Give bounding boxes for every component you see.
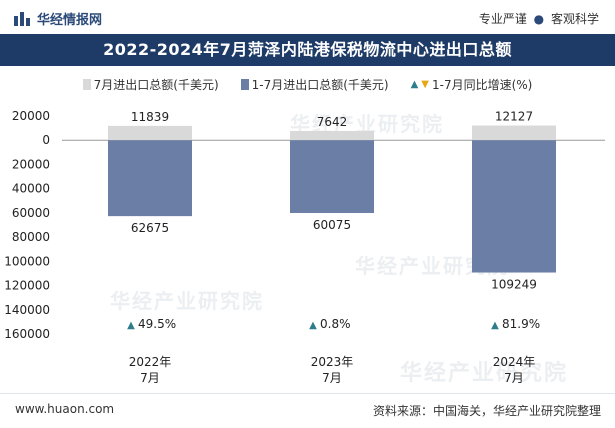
legend-label-growth: 1-7月同比增速(%) [432,77,533,92]
bar-july [290,130,374,141]
triangle-down-icon: ▼ [421,78,429,90]
data-label-cumulative: 109249 [491,278,537,292]
legend: 7月进出口总额(千美元) 1-7月进出口总额(千美元) ▲ ▼ 1-7月同比增速… [0,74,615,94]
slogan: 专业严谨 ● 客观科学 [479,10,599,27]
bar-july [472,125,556,141]
bar-cumulative [290,140,374,213]
data-label-growth: 49.5% [138,317,176,331]
legend-label-cumulative: 1-7月进出口总额(千美元) [251,77,389,92]
bar-cumulative [108,140,192,217]
footer-source: 资料来源：中国海关，华经产业研究院整理 [372,404,601,418]
slogan-left: 专业严谨 [478,12,527,26]
chart-title: 2022-2024年7月菏泽内陆港保税物流中心进出口总额 [0,34,615,66]
data-label-growth: 81.9% [502,317,540,331]
legend-swatch-july [82,78,91,90]
y-tick-label: 40000 [12,182,50,196]
x-tick-label: 2023年 [311,355,354,369]
slogan-separator: ● [533,12,545,26]
data-label-july: 7642 [317,115,348,129]
legend-label-july: 7月进出口总额(千美元) [93,77,219,92]
y-tick-label: 160000 [4,327,50,341]
growth-up-icon: ▲ [491,320,499,331]
growth-up-icon: ▲ [309,320,317,331]
bar-chart-logo-icon [14,11,30,26]
x-tick-label: 7月 [322,371,342,385]
top-bar: 华经情报网 专业严谨 ● 客观科学 [0,0,615,34]
bar-chart: 20000 0 20000 40000 60000 80000 100000 120000 14… [4,109,605,385]
growth-up-icon: ▲ [127,320,135,331]
y-tick-label: 140000 [4,303,50,317]
footer-site-link[interactable]: www.huaon.com [15,402,115,416]
slogan-right: 客观科学 [550,12,599,26]
data-label-cumulative: 62675 [131,221,169,235]
y-tick-label: 0 [42,133,50,147]
data-label-cumulative: 60075 [313,218,351,232]
y-tick-label: 100000 [4,254,50,268]
legend-item-cumulative[interactable]: 1-7月进出口总额(千美元) [240,74,389,94]
legend-item-growth[interactable]: ▲ ▼ 1-7月同比增速(%) [411,74,533,94]
bar-july [108,125,192,141]
data-label-growth: 0.8% [320,317,351,331]
y-tick-label: 120000 [4,279,50,293]
triangle-up-icon: ▲ [410,78,419,90]
y-tick-label: 80000 [12,230,50,244]
y-tick-label: 20000 [12,157,50,171]
bar-cumulative [472,140,556,273]
y-tick-label: 60000 [12,206,50,220]
x-tick-label: 2024年 [493,355,536,369]
brand-name: 华经情报网 [37,13,103,28]
brand[interactable]: 华经情报网 [14,9,102,28]
data-label-july: 11839 [131,110,169,124]
x-tick-label: 7月 [504,371,524,385]
legend-swatch-cumulative [240,78,249,90]
footer: www.huaon.com 资料来源：中国海关，华经产业研究院整理 [0,393,615,428]
legend-item-july[interactable]: 7月进出口总额(千美元) [82,74,219,94]
data-label-july: 12127 [495,110,533,124]
x-tick-label: 2022年 [129,355,172,369]
y-tick-label: 20000 [12,109,50,123]
x-tick-label: 7月 [140,371,160,385]
